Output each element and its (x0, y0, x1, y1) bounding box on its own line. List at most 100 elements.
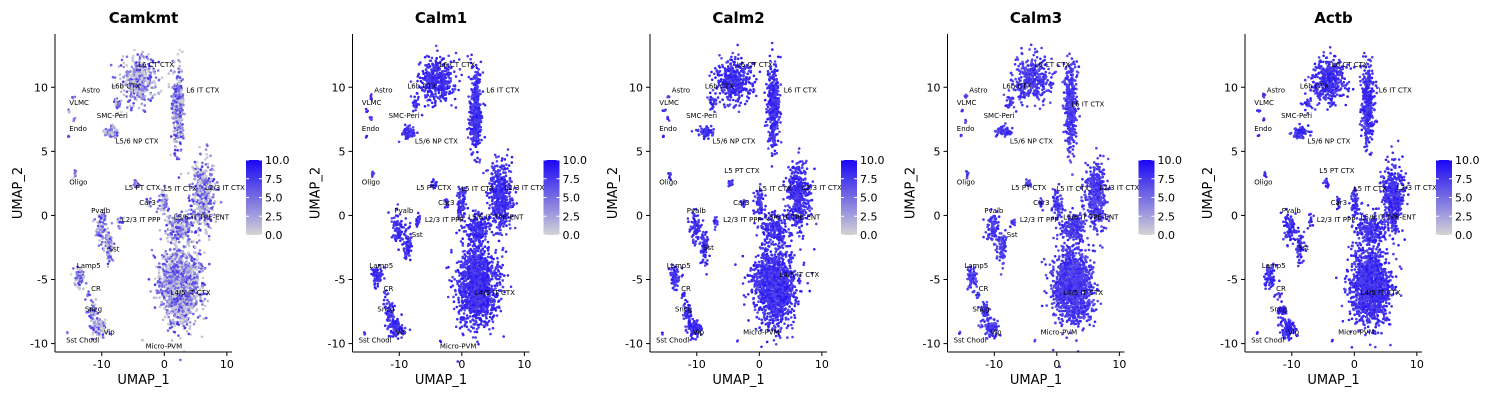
cell-point (206, 208, 210, 211)
cell-point (466, 206, 470, 210)
cell-point (180, 261, 184, 265)
cell-point (494, 180, 498, 183)
cell-point (454, 106, 458, 109)
cell-point (192, 284, 195, 287)
cell-point (408, 124, 411, 127)
cell-point (209, 226, 212, 230)
cell-point (502, 175, 506, 179)
cell-point (499, 188, 503, 191)
cell-point (478, 130, 482, 133)
cell-point (462, 200, 465, 203)
cell-point (183, 229, 187, 232)
cell-point (458, 79, 461, 83)
legend-tick-label: 2.5 (265, 210, 283, 223)
cell-point (201, 175, 205, 178)
cell-point (186, 270, 190, 274)
cell-point (414, 108, 417, 112)
y-tick-label: 10 (34, 81, 48, 94)
cell-point (181, 281, 184, 284)
cell-point (119, 85, 123, 88)
cell-point (103, 318, 107, 322)
legend-tick-label: 7.5 (265, 173, 283, 186)
cell-point (490, 172, 494, 176)
cell-point (476, 123, 480, 127)
cell-point (75, 271, 78, 274)
cell-point (141, 64, 144, 68)
cell-point (175, 230, 179, 233)
cell-point (493, 201, 496, 205)
cell-point (198, 249, 202, 252)
cell-point (143, 98, 146, 101)
cell-point (140, 102, 144, 106)
cell-point (147, 278, 151, 281)
cell-point (440, 95, 443, 99)
cell-point (204, 169, 207, 172)
cell-point (188, 238, 191, 241)
cell-point (170, 107, 174, 110)
cell-point (87, 293, 91, 296)
cell-point (98, 318, 102, 321)
cell-point (436, 68, 439, 72)
cell-point (185, 330, 189, 333)
cell-point (172, 124, 176, 127)
cell-point (179, 297, 182, 301)
cell-point (424, 71, 428, 75)
cell-point (188, 321, 192, 324)
cell-point (170, 221, 173, 224)
cell-point (133, 70, 136, 74)
cell-point (476, 71, 480, 75)
cell-point (503, 178, 507, 182)
cluster-label: Lamp5 (77, 262, 101, 270)
cell-point (172, 230, 175, 233)
cell-point (482, 171, 485, 175)
cluster-label: L2/3 IT CTX (205, 184, 245, 192)
cell-point (204, 157, 207, 161)
cell-point (499, 223, 502, 227)
cell-point (423, 94, 427, 97)
cell-point (491, 162, 494, 165)
cell-point (173, 248, 176, 251)
cell-point (427, 55, 431, 58)
cell-point (193, 174, 197, 178)
cell-point (478, 103, 482, 106)
cell-point (142, 109, 145, 112)
cell-point (162, 209, 166, 212)
cell-point (190, 304, 194, 308)
cell-point (204, 316, 208, 320)
cell-point (195, 284, 199, 287)
cluster-label: SMC-Peri (97, 112, 128, 120)
cell-point (69, 273, 73, 276)
cell-point (493, 153, 497, 157)
cell-point (168, 269, 171, 273)
cell-point (143, 90, 147, 93)
cell-point (478, 73, 482, 77)
cell-point (150, 86, 154, 89)
cell-point (426, 99, 429, 102)
cell-point (469, 127, 473, 131)
cell-point (174, 134, 177, 137)
cell-point (129, 92, 133, 96)
cell-point (117, 102, 121, 106)
cell-point (199, 253, 202, 256)
cell-point (106, 227, 109, 230)
cell-point (202, 299, 205, 302)
cell-point (187, 224, 191, 228)
cell-point (457, 204, 461, 207)
cell-point (201, 276, 205, 280)
cell-point (165, 284, 168, 288)
cluster-label: VLMC (69, 99, 89, 107)
cell-point (479, 120, 483, 124)
cell-point (185, 323, 189, 326)
cell-point (104, 222, 108, 226)
cell-point (173, 139, 176, 142)
cell-point (156, 281, 160, 284)
cell-point (124, 83, 127, 86)
cell-point (95, 317, 99, 320)
cell-point (176, 97, 180, 100)
cell-point (137, 84, 140, 87)
cell-point (148, 67, 151, 71)
cell-point (163, 306, 166, 310)
cell-point (149, 58, 153, 61)
cell-point (439, 99, 443, 103)
cell-point (136, 76, 139, 79)
